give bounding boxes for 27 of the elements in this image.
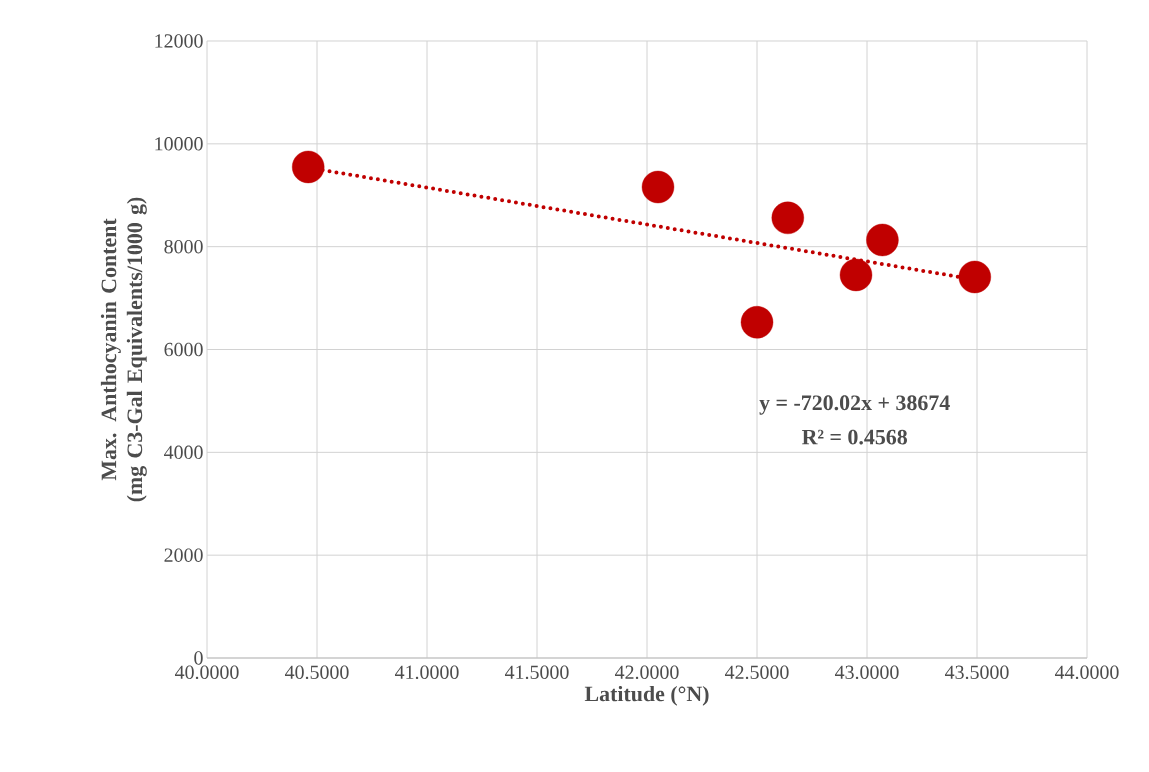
y-tick-label: 8000: [164, 239, 203, 254]
x-axis-title: Latitude (°N): [584, 685, 709, 706]
point: [866, 223, 899, 257]
x-tick-label: 40.0000: [175, 665, 239, 680]
annotation: y = -720.02x + 38674: [759, 395, 950, 415]
x-tick-label: 42.5000: [725, 665, 789, 680]
y-tick-label: 6000: [164, 342, 203, 357]
y-tick-label: 10000: [155, 137, 203, 151]
x-tick-label: 40.5000: [285, 665, 349, 680]
point: [958, 260, 992, 294]
x-tick-label: 44.0000: [1055, 665, 1119, 680]
annotation: R² = 0.4568: [801, 429, 907, 445]
x-tick-label: 41.0000: [395, 665, 459, 680]
x-tick-label: 41.5000: [505, 665, 569, 680]
point: [839, 258, 873, 292]
x-tick-label: 42.0000: [615, 665, 679, 680]
point: [740, 306, 774, 339]
x-tick-label: 43.5000: [945, 665, 1009, 680]
point: [771, 201, 804, 235]
y-tick-label: 0: [194, 651, 203, 665]
x-tick-label: 43.0000: [835, 665, 899, 680]
y-tick-label: 12000: [155, 34, 203, 48]
y-tick-label: 4000: [164, 445, 203, 460]
point: [641, 170, 675, 204]
y-axis-title: Max. Anthocyanin Content (mg C3-Gal Equivalents/1000 g): [100, 197, 147, 502]
point: [292, 150, 325, 184]
y-tick-label: 2000: [164, 548, 203, 562]
